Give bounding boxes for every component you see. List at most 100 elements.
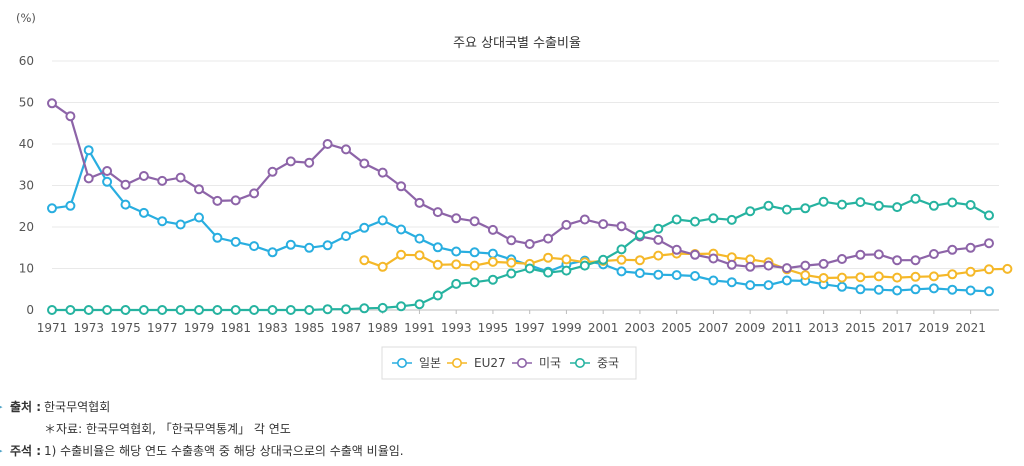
data-point-미국: [561, 219, 572, 230]
data-point-미국: [120, 179, 131, 190]
data-point-중국: [524, 263, 535, 274]
data-point-중국: [194, 305, 204, 315]
data-point-일본: [451, 246, 462, 257]
data-point-일본: [230, 236, 241, 247]
data-point-미국: [469, 216, 480, 227]
data-point-미국: [451, 213, 462, 224]
data-point-일본: [653, 269, 664, 280]
data-point-EU27: [947, 269, 958, 280]
data-point-일본: [726, 277, 737, 288]
data-point-일본: [487, 248, 498, 259]
x-tick-label: 1989: [367, 321, 398, 335]
data-point-미국: [65, 111, 76, 122]
data-point-미국: [175, 172, 186, 183]
data-point-일본: [855, 284, 866, 295]
data-point-미국: [83, 173, 94, 184]
x-tick-label: 1999: [551, 321, 582, 335]
data-point-EU27: [634, 255, 645, 266]
data-point-미국: [855, 249, 866, 260]
data-point-중국: [102, 305, 113, 315]
data-point-EU27: [928, 271, 939, 282]
data-point-중국: [506, 268, 517, 279]
data-point-미국: [598, 219, 609, 230]
data-point-미국: [194, 184, 204, 195]
data-point-미국: [763, 260, 774, 271]
data-point-중국: [579, 260, 590, 271]
data-point-EU27: [616, 254, 627, 265]
data-point-미국: [800, 260, 811, 271]
data-point-중국: [708, 213, 719, 224]
data-point-EU27: [506, 257, 517, 268]
series-EU27: [359, 248, 1013, 283]
source-label: 출처 :: [10, 400, 42, 414]
data-point-중국: [763, 200, 774, 211]
data-point-EU27: [892, 272, 903, 283]
data-point-중국: [671, 214, 682, 225]
x-tick-label: 2009: [735, 321, 766, 335]
data-point-중국: [616, 244, 627, 255]
data-point-중국: [47, 305, 57, 315]
data-point-중국: [83, 305, 94, 315]
data-point-중국: [359, 303, 370, 314]
y-axis-unit-label: (%): [16, 11, 36, 25]
data-point-중국: [487, 274, 498, 285]
data-point-EU27: [910, 271, 921, 282]
data-point-미국: [579, 214, 590, 225]
data-point-중국: [138, 305, 149, 315]
data-note: ＊자료: 한국무역협회, 「한국무역통계」 각 연도: [44, 422, 291, 436]
series-line-미국: [51, 102, 990, 270]
legend-label-EU27: EU27: [474, 356, 506, 370]
x-tick-label: 1975: [110, 321, 141, 335]
y-tick-label: 40: [19, 137, 34, 151]
y-axis-ticks: 0 10 20 30 40 50 60: [19, 54, 34, 317]
data-point-중국: [543, 267, 554, 278]
data-note-line: ＊자료: 한국무역협회, 「한국무역통계」 각 연도: [0, 418, 1024, 440]
data-point-일본: [837, 281, 847, 292]
data-point-일본: [781, 275, 792, 286]
notes: ▸ 출처 : 한국무역협회 ＊자료: 한국무역협회, 「한국무역통계」 각 연도…: [0, 396, 1024, 462]
data-point-일본: [120, 199, 131, 210]
data-point-일본: [928, 283, 939, 294]
x-tick-label: 2019: [919, 321, 950, 335]
data-point-중국: [928, 200, 939, 211]
legend-box: [381, 346, 637, 380]
data-point-EU27: [837, 272, 847, 283]
data-point-중국: [634, 229, 645, 240]
data-point-중국: [249, 305, 260, 315]
x-tick-label: 2007: [698, 321, 729, 335]
data-point-중국: [230, 305, 241, 315]
data-point-미국: [432, 207, 443, 218]
data-point-미국: [359, 158, 370, 169]
x-tick-label: 1997: [514, 321, 545, 335]
data-point-EU27: [377, 261, 388, 272]
data-point-EU27: [414, 250, 425, 261]
chart-title: 주요 상대국별 수출비율: [453, 36, 581, 51]
data-point-미국: [414, 197, 425, 208]
data-point-일본: [910, 284, 921, 295]
data-point-미국: [818, 258, 829, 269]
y-tick-label: 60: [19, 54, 34, 68]
data-point-미국: [506, 235, 517, 246]
data-point-일본: [65, 200, 76, 211]
series-line-중국: [52, 197, 990, 312]
data-point-중국: [781, 204, 792, 215]
data-point-일본: [432, 242, 443, 253]
data-point-중국: [837, 199, 847, 210]
source-line: ▸ 출처 : 한국무역협회: [0, 396, 1024, 418]
legend-label-미국: 미국: [539, 356, 561, 370]
data-point-미국: [212, 195, 223, 206]
data-point-미국: [837, 254, 847, 264]
x-tick-label: 1977: [147, 321, 178, 335]
data-point-미국: [487, 224, 498, 235]
data-point-미국: [873, 249, 884, 260]
x-tick-label: 1985: [294, 321, 325, 335]
data-point-중국: [451, 278, 462, 289]
data-point-EU27: [984, 264, 994, 275]
data-point-중국: [322, 304, 333, 315]
data-point-일본: [267, 247, 278, 258]
data-point-EU27: [965, 266, 976, 277]
data-point-미국: [543, 233, 554, 244]
data-point-일본: [157, 216, 168, 227]
data-point-일본: [249, 241, 260, 252]
x-tick-label: 1979: [184, 321, 215, 335]
